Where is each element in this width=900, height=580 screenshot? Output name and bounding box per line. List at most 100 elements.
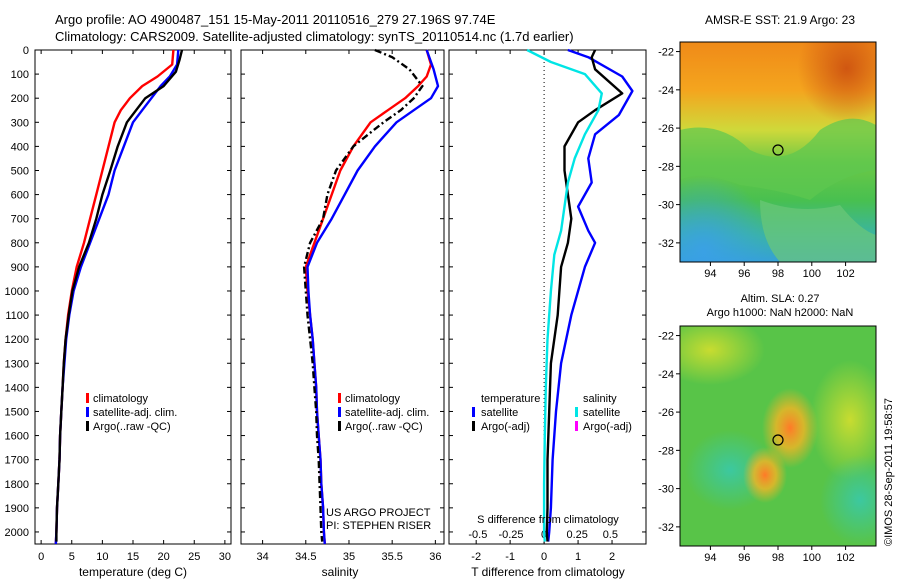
x-tick-label: 34: [256, 551, 268, 563]
map-x-tick-label: 94: [704, 552, 716, 564]
x-tick-label: 36: [429, 551, 441, 563]
legend-swatch-satellite: [338, 407, 341, 417]
map-y-tick-label: -32: [658, 238, 674, 250]
map-x-tick-label: 96: [738, 552, 750, 564]
x-tick-label: 34.5: [295, 551, 316, 563]
sla-map: [680, 326, 876, 546]
x-tick-label: 30: [219, 551, 231, 563]
salinity-panel: [240, 49, 445, 545]
map-y-tick-label: -22: [658, 47, 674, 59]
map-x-tick-label: 98: [772, 268, 784, 280]
series-argo-raw-qc-: [302, 48, 424, 542]
plot-title-line-2: Climatology: CARS2009. Satellite-adjuste…: [55, 29, 574, 44]
x-tick-label: 25: [188, 551, 200, 563]
x-tick-label: 1: [575, 551, 581, 563]
depth-tick-label: 1600: [5, 431, 29, 443]
map-y-tick-label: -28: [658, 445, 674, 457]
depth-tick-label: 1700: [5, 455, 29, 467]
map-x-tick-label: 102: [836, 268, 854, 280]
legend-swatch-satellite: [86, 407, 89, 417]
salinity-xlabel: salinity: [322, 565, 359, 579]
series-argo-adj-: [545, 49, 624, 542]
legend-swatch-argo: [338, 421, 341, 431]
legend-label-argo: Argo(..raw -QC): [345, 421, 423, 433]
series-argo-raw-qc-: [55, 49, 184, 542]
legend-label-climatology: climatology: [345, 393, 401, 405]
x-tick-label: 2: [609, 551, 615, 563]
depth-tick-label: 1900: [5, 503, 29, 515]
legend-label-t-satellite: satellite: [481, 407, 518, 419]
plot-title-line-1: Argo profile: AO 4900487_151 15-May-2011…: [55, 12, 496, 27]
temperature-xlabel: temperature (deg C): [79, 565, 187, 579]
legend-swatch-climatology: [86, 393, 89, 403]
difference-legend: temperature salinity satellite Argo(-adj…: [472, 393, 632, 433]
map-y-tick-label: -30: [658, 484, 674, 496]
sla-map-title-2: Argo h1000: NaN h2000: NaN: [707, 307, 854, 319]
argo-float-marker: [772, 434, 784, 446]
legend-label-s-satellite: satellite: [583, 407, 620, 419]
depth-tick-label: 500: [11, 165, 29, 177]
series-satellite: [526, 48, 603, 542]
depth-tick-label: 0: [23, 45, 29, 57]
difference-panel: [448, 49, 647, 545]
legend-swatch-s-satellite: [575, 407, 578, 417]
depth-tick-label: 1000: [5, 286, 29, 298]
sla-map-title-1: Altim. SLA: 0.27: [741, 293, 820, 305]
map-y-tick-label: -30: [658, 200, 674, 212]
s-tick-label: 0.25: [567, 529, 588, 541]
depth-tick-label: 1400: [5, 382, 29, 394]
legend-label-satellite: satellite-adj. clim.: [345, 407, 429, 419]
map-x-tick-label: 102: [836, 552, 854, 564]
argo-float-marker: [772, 144, 784, 156]
salinity-plot: 34 34.5 35 35.5 36: [241, 48, 444, 563]
depth-tick-label: 1100: [5, 310, 29, 322]
series-satellite-adj-clim-: [54, 49, 180, 545]
s-tick-label: -0.5: [468, 529, 487, 541]
difference-xlabel-t: T difference from climatology: [471, 565, 625, 579]
map-x-tick-label: 94: [704, 268, 716, 280]
legend-label-climatology: climatology: [93, 393, 149, 405]
depth-axis-labels: 0 100 200 300 400 500 600 700 800 900 1000 1100 1200…: [5, 45, 29, 539]
series-satellite: [547, 48, 634, 542]
map-y-tick-label: -32: [658, 522, 674, 534]
depth-tick-label: 2000: [5, 527, 29, 539]
map-x-tick-label: 98: [772, 552, 784, 564]
x-tick-label: 0: [541, 551, 547, 563]
footer-credit: ©IMOS 28-Sep-2011 19:58:57: [883, 398, 895, 546]
project-note: US ARGO PROJECT: [326, 507, 431, 519]
depth-tick-label: 1800: [5, 479, 29, 491]
salinity-legend: climatology satellite-adj. clim. Argo(..…: [326, 393, 431, 532]
sst-map-title: AMSR-E SST: 21.9 Argo: 23: [705, 13, 855, 27]
depth-tick-label: 600: [11, 190, 29, 202]
x-tick-label: 5: [69, 551, 75, 563]
map-y-tick-label: -28: [658, 161, 674, 173]
legend-label-satellite: satellite-adj. clim.: [93, 407, 177, 419]
s-tick-label: -0.25: [498, 529, 523, 541]
x-tick-label: 35.5: [381, 551, 402, 563]
s-tick-label: 0.5: [603, 529, 618, 541]
x-tick-label: 10: [96, 551, 108, 563]
depth-tick-label: 700: [11, 214, 29, 226]
x-tick-label: 0: [38, 551, 44, 563]
pi-note: PI: STEPHEN RISER: [326, 520, 431, 532]
legend-swatch-t-satellite: [472, 407, 475, 417]
map-x-tick-label: 100: [803, 552, 821, 564]
series-satellite-adj-clim-: [306, 49, 440, 545]
depth-tick-label: 300: [11, 117, 29, 129]
depth-tick-label: 1500: [5, 406, 29, 418]
map-y-tick-label: -24: [658, 369, 674, 381]
depth-tick-label: 800: [11, 238, 29, 250]
legend-label-s-argo: Argo(-adj): [583, 421, 632, 433]
legend-label-t-argo: Argo(-adj): [481, 421, 530, 433]
legend-swatch-argo: [86, 421, 89, 431]
legend-label-argo: Argo(..raw -QC): [93, 421, 171, 433]
map-y-tick-label: -26: [658, 407, 674, 419]
depth-tick-label: 200: [11, 93, 29, 105]
depth-tick-label: 1200: [5, 334, 29, 346]
depth-tick-label: 100: [11, 69, 29, 81]
x-tick-label: 35: [343, 551, 355, 563]
depth-tick-label: 1300: [5, 358, 29, 370]
series-climatology: [304, 49, 433, 545]
